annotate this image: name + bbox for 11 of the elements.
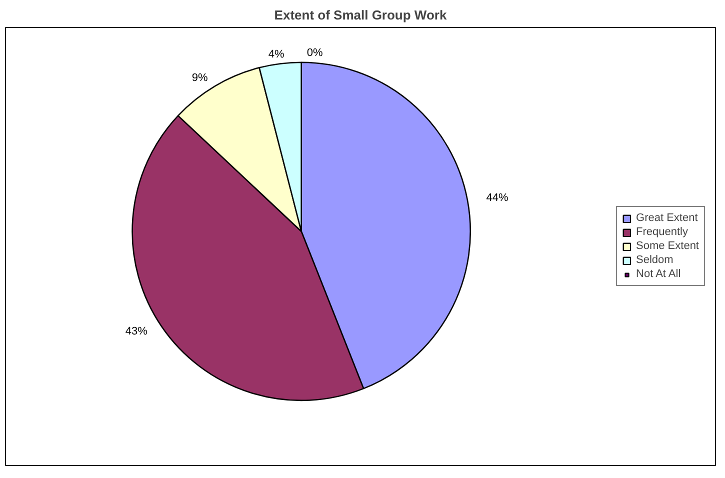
- legend-label: Frequently: [636, 226, 688, 238]
- legend-label: Seldom: [636, 254, 674, 266]
- data-label: 4%: [268, 48, 284, 61]
- data-label: 44%: [486, 192, 509, 204]
- legend-label: Great Extent: [636, 212, 698, 224]
- text: 0%: [306, 47, 323, 60]
- legend-label: Some Extent: [636, 240, 699, 252]
- data-label: 43%: [125, 326, 148, 338]
- legend-label: Not At All: [636, 268, 681, 280]
- chart-title: Extent of Small Group Work: [274, 8, 448, 22]
- data-label: 9%: [192, 72, 208, 84]
